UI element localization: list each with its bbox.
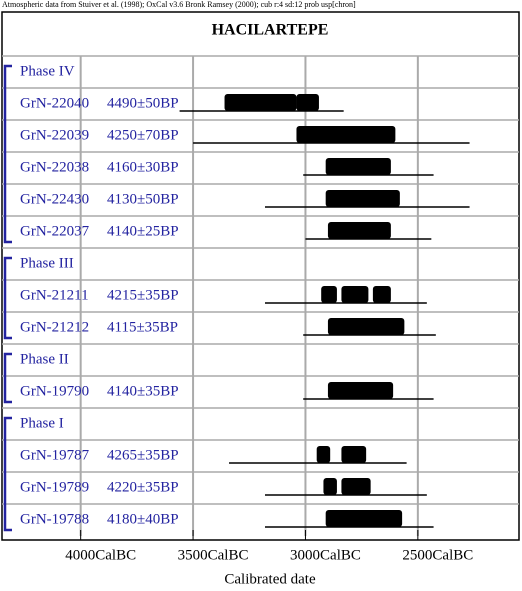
x-tick-label: 2500CalBC [402, 547, 473, 563]
distribution [323, 478, 337, 495]
sample-date: 4215±35BP [107, 287, 179, 303]
distribution [372, 286, 391, 303]
sample-date: 4180±40BP [107, 511, 179, 527]
phase-bracket [3, 256, 12, 340]
sample-date: 4130±50BP [107, 191, 179, 207]
phase-label: Phase II [20, 351, 69, 367]
distribution [316, 446, 331, 463]
sample-lab: GrN-22038 [20, 159, 89, 175]
distribution [325, 190, 400, 207]
x-tick-label: 3500CalBC [178, 547, 249, 563]
sample-lab: GrN-22039 [20, 127, 89, 143]
sample-lab: GrN-21212 [20, 319, 89, 335]
x-tick-label: 4000CalBC [65, 547, 136, 563]
sample-date: 4265±35BP [107, 447, 179, 463]
distribution [321, 286, 337, 303]
sample-date: 4250±70BP [107, 127, 179, 143]
sample-lab: GrN-19788 [20, 511, 89, 527]
distribution [224, 94, 297, 111]
sample-lab: GrN-19790 [20, 383, 89, 399]
x-axis-label: Calibrated date [224, 571, 316, 587]
phase-bracket [3, 64, 12, 244]
distribution [296, 94, 319, 111]
distribution [341, 446, 367, 463]
sample-date: 4160±30BP [107, 159, 179, 175]
sample-lab: GrN-22430 [20, 191, 89, 207]
phase-bracket [3, 416, 12, 532]
phase-bracket [3, 352, 12, 404]
sample-date: 4140±25BP [107, 223, 179, 239]
distribution [325, 510, 403, 527]
x-tick-label: 3000CalBC [290, 547, 361, 563]
distribution [327, 382, 394, 399]
sample-lab: GrN-19787 [20, 447, 90, 463]
plot-frame [1, 11, 520, 541]
distribution [327, 222, 391, 239]
sample-date: 4140±35BP [107, 383, 179, 399]
sample-lab: GrN-22037 [20, 223, 90, 239]
sample-date: 4220±35BP [107, 479, 179, 495]
distribution [327, 318, 405, 335]
distribution [325, 158, 391, 175]
distribution [341, 478, 371, 495]
distribution [296, 126, 396, 143]
sample-lab: GrN-19789 [20, 479, 89, 495]
sample-lab: GrN-22040 [20, 95, 89, 111]
phase-label: Phase III [20, 255, 74, 271]
sample-lab: GrN-21211 [20, 287, 89, 303]
sample-date: 4490±50BP [107, 95, 179, 111]
sample-date: 4115±35BP [107, 319, 178, 335]
header-note: Atmospheric data from Stuiver et al. (19… [2, 0, 356, 9]
phase-label: Phase IV [20, 63, 75, 79]
distribution [341, 286, 369, 303]
phase-label: Phase I [20, 415, 64, 431]
chart-title: HACILARTEPE [212, 22, 329, 39]
